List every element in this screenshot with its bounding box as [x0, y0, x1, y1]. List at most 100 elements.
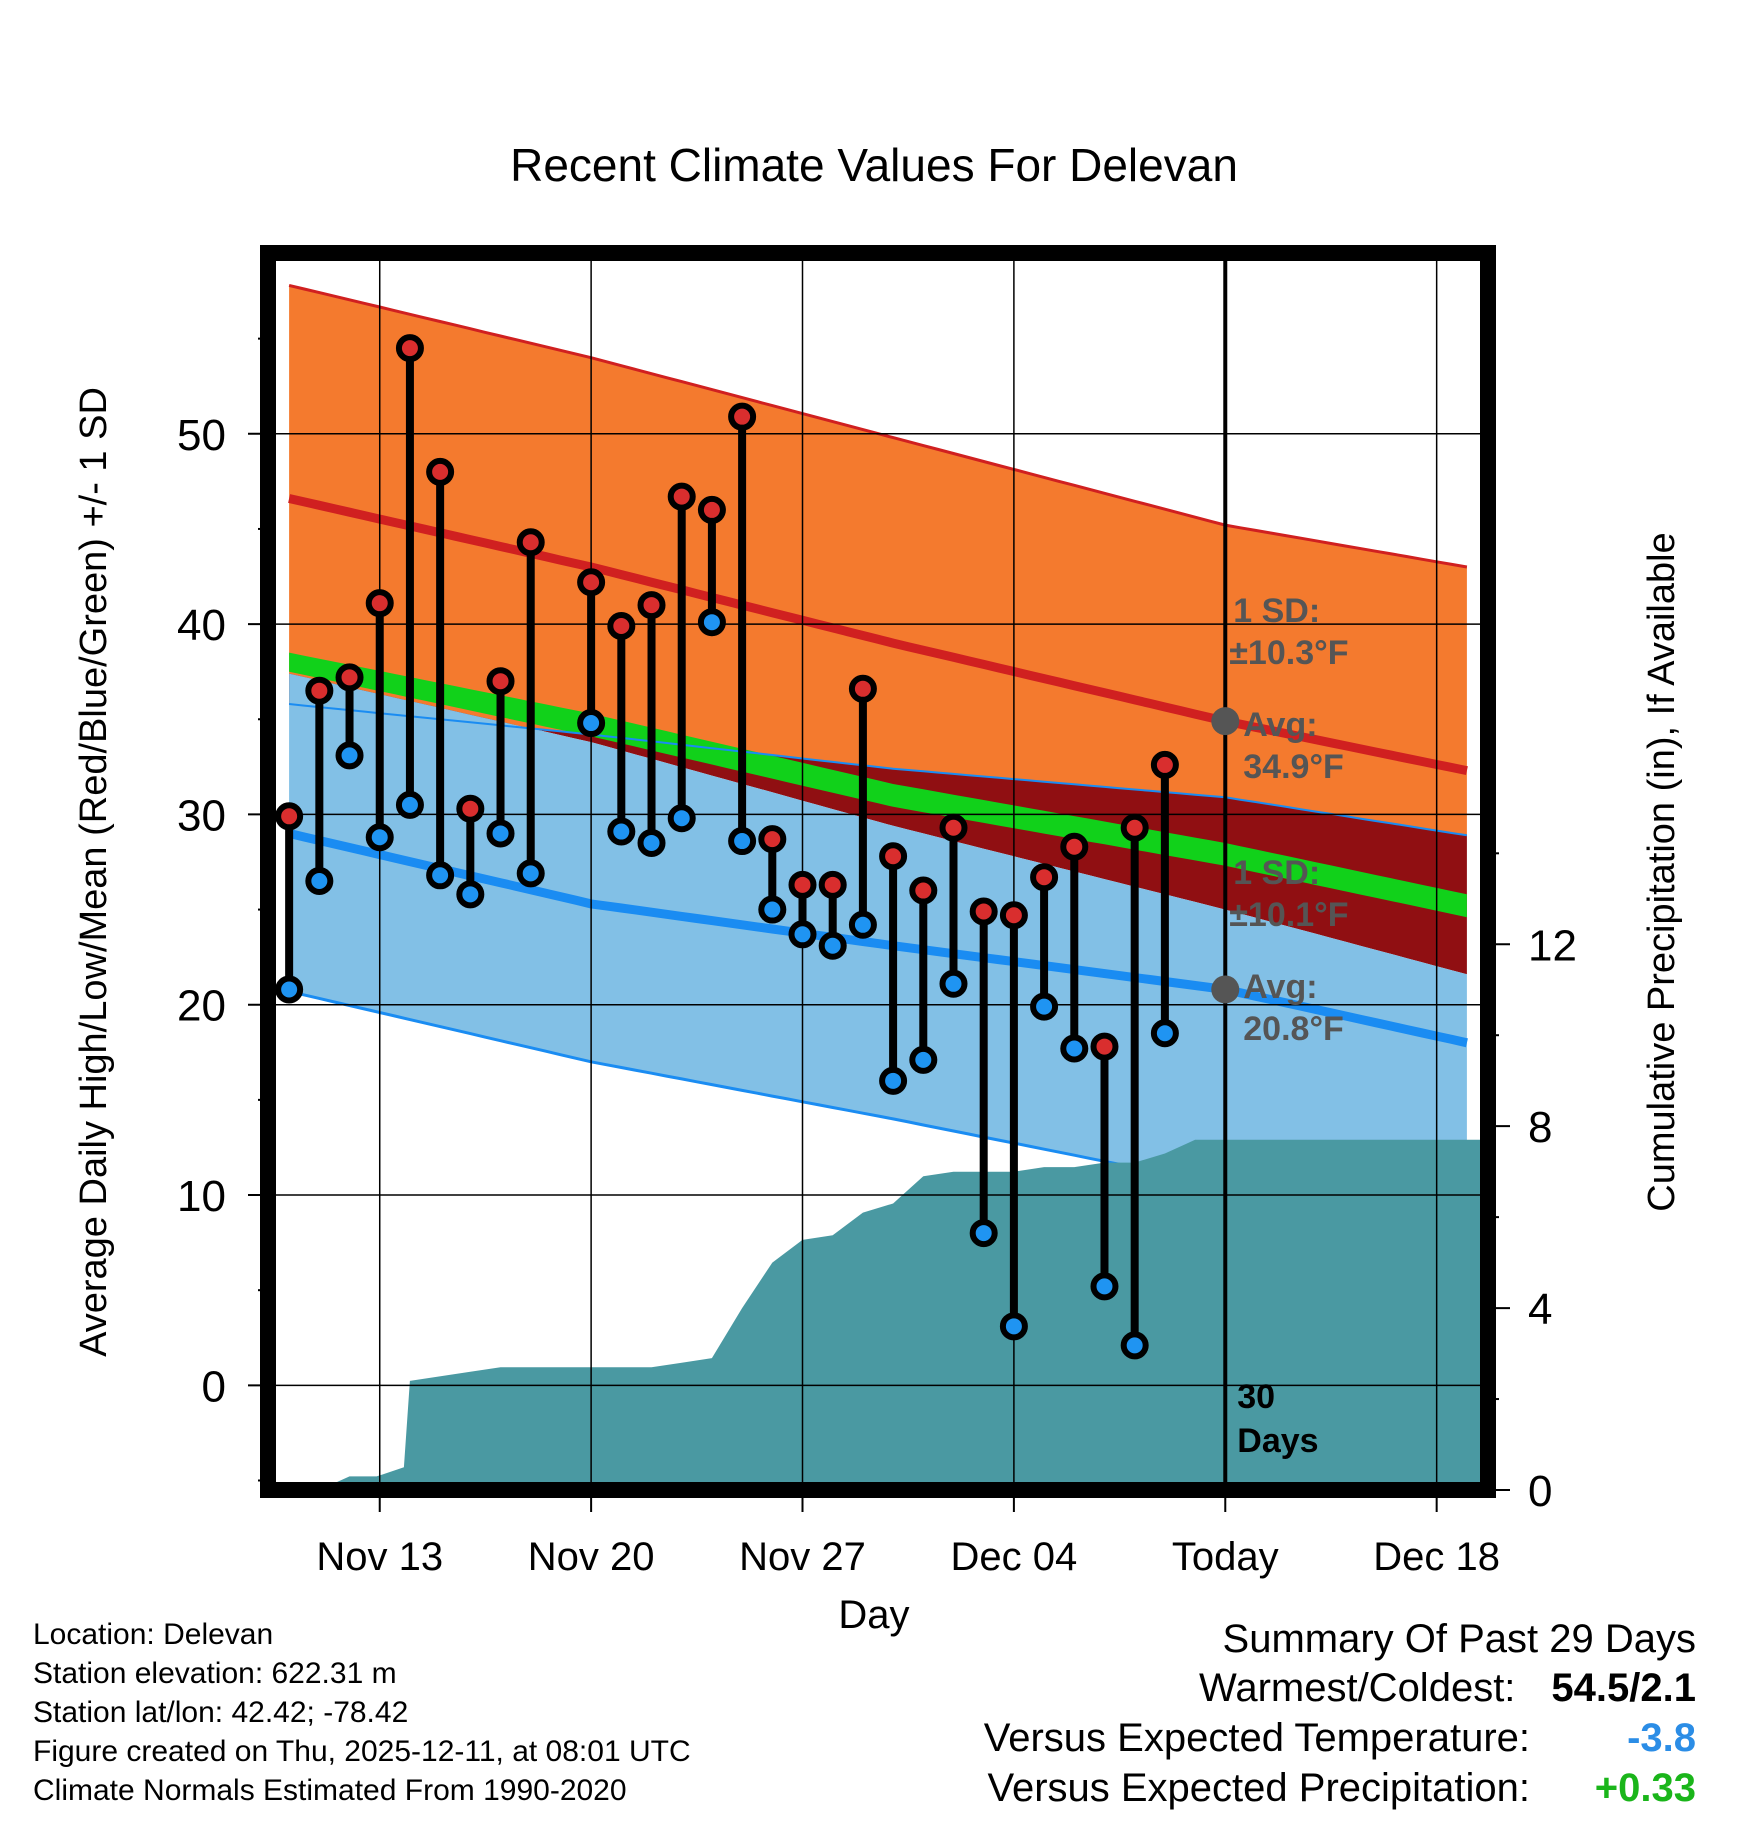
daily-low-marker	[667, 804, 696, 833]
daily-high-marker	[607, 612, 636, 641]
daily-high-marker	[667, 482, 696, 511]
daily-low-marker	[486, 819, 515, 848]
location-text: Location: Delevan	[33, 1618, 274, 1651]
daily-low-marker	[909, 1045, 938, 1074]
daily-low-marker	[879, 1066, 908, 1095]
x-tick-label: Nov 27	[739, 1535, 866, 1579]
daily-low-marker	[365, 823, 394, 852]
low-sd-band	[289, 673, 1467, 1251]
daily-high-marker	[788, 870, 817, 899]
daily-low-marker	[1030, 992, 1059, 1021]
x-tick-label: Nov 13	[316, 1535, 443, 1579]
daily-low-marker	[607, 817, 636, 846]
y2-tick-label: 12	[1528, 921, 1577, 970]
daily-high-marker	[486, 667, 515, 696]
y2-tick-label: 8	[1528, 1103, 1552, 1152]
y-tick-label: 10	[177, 1172, 226, 1221]
daily-low-marker	[818, 931, 847, 960]
high-avg-line	[288, 494, 1468, 776]
station-info: Location: Delevan Station elevation: 622…	[33, 1615, 691, 1810]
low-avg-line	[288, 829, 1468, 1048]
y-tick-label: 0	[202, 1362, 226, 1411]
daily-low-marker	[788, 920, 817, 949]
precip-label: Versus Expected Precipitation:	[987, 1766, 1530, 1810]
daily-high-marker	[999, 901, 1028, 930]
daily-low-marker	[1060, 1034, 1089, 1063]
daily-low-marker	[305, 867, 334, 896]
daily-low-marker	[577, 709, 606, 738]
daily-low-marker	[275, 975, 304, 1004]
daily-high-marker	[1030, 863, 1059, 892]
daily-high-marker	[939, 813, 968, 842]
daily-high-marker	[516, 528, 545, 557]
daily-low-marker	[848, 910, 877, 939]
daily-high-marker	[637, 591, 666, 620]
x-tick-label: Dec 04	[951, 1535, 1078, 1579]
daily-high-marker	[848, 674, 877, 703]
daily-high-marker	[275, 802, 304, 831]
y-tick-label: 20	[177, 982, 226, 1031]
y-tick-label: 40	[177, 601, 226, 650]
daily-low-marker	[637, 828, 666, 857]
today-days-label: 30	[1237, 1378, 1275, 1416]
plot-frame	[260, 245, 1496, 1498]
temp-value: -3.8	[1627, 1716, 1696, 1760]
x-axis-label: Day	[838, 1593, 909, 1637]
summary-warmest-row: Warmest/Coldest: 54.5/2.1	[984, 1663, 1696, 1713]
x-tick-label: Dec 18	[1373, 1535, 1500, 1579]
daily-low-marker	[697, 608, 726, 637]
daily-low-marker	[969, 1219, 998, 1248]
x-tick-label: Today	[1172, 1535, 1279, 1579]
daily-high-marker	[969, 897, 998, 926]
daily-high-marker	[456, 794, 485, 823]
y2-tick-label: 4	[1528, 1285, 1552, 1334]
daily-low-marker	[758, 895, 787, 924]
daily-low-marker	[395, 790, 424, 819]
high-sd-band-upper	[289, 285, 1467, 771]
y-tick-label: 50	[177, 411, 226, 460]
precip-area	[289, 1139, 1488, 1490]
high-avg-value: 34.9°F	[1243, 748, 1344, 786]
y-axis-label: Average Daily High/Low/Mean (Red/Blue/Gr…	[73, 387, 115, 1357]
y2-tick-label: 0	[1528, 1467, 1552, 1516]
low-sd-label: 1 SD:	[1233, 854, 1320, 892]
today-days-label-2: Days	[1237, 1422, 1318, 1460]
today-low-avg-point	[1211, 975, 1240, 1004]
high-sd-value: ±10.3°F	[1229, 634, 1348, 672]
daily-low-marker	[939, 969, 968, 998]
created-text: Figure created on Thu, 2025-12-11, at 08…	[33, 1735, 691, 1768]
daily-low-marker	[516, 859, 545, 888]
daily-high-marker	[577, 568, 606, 597]
daily-high-marker	[1060, 832, 1089, 861]
summary-temp-row: Versus Expected Temperature: -3.8	[984, 1713, 1696, 1763]
daily-high-marker	[426, 457, 455, 486]
low-avg-value: 20.8°F	[1243, 1010, 1344, 1048]
plot-area	[268, 0, 1488, 1490]
daily-low-marker	[1184, 0, 1206, 11]
daily-low-marker	[1090, 1272, 1119, 1301]
warmest-value: 54.5/2.1	[1551, 1666, 1696, 1710]
daily-high-marker	[697, 495, 726, 524]
daily-low-marker	[1120, 1331, 1149, 1360]
high-avg-label: Avg:	[1243, 706, 1317, 744]
summary-precip-row: Versus Expected Precipitation: +0.33	[984, 1763, 1696, 1813]
daily-high-marker	[818, 870, 847, 899]
temp-label: Versus Expected Temperature:	[983, 1716, 1530, 1760]
warmest-label: Warmest/Coldest:	[1199, 1666, 1516, 1710]
daily-high-marker	[909, 876, 938, 905]
summary-panel: Summary Of Past 29 Days Warmest/Coldest:…	[984, 1615, 1696, 1813]
daily-low-marker	[426, 861, 455, 890]
daily-high-marker	[728, 402, 757, 431]
normals-text: Climate Normals Estimated From 1990-2020	[33, 1774, 627, 1807]
daily-high-marker	[1090, 1032, 1119, 1061]
y-tick-label: 30	[177, 791, 226, 840]
daily-high-marker	[305, 676, 334, 705]
low-sd-value: ±10.1°F	[1229, 896, 1348, 934]
low-upper-line	[288, 703, 1468, 837]
daily-high-marker	[1184, 0, 1206, 11]
daily-high-marker	[879, 842, 908, 871]
daily-high-marker	[365, 589, 394, 618]
chart-title: Recent Climate Values For Delevan	[510, 139, 1238, 191]
summary-title: Summary Of Past 29 Days	[1222, 1617, 1696, 1661]
